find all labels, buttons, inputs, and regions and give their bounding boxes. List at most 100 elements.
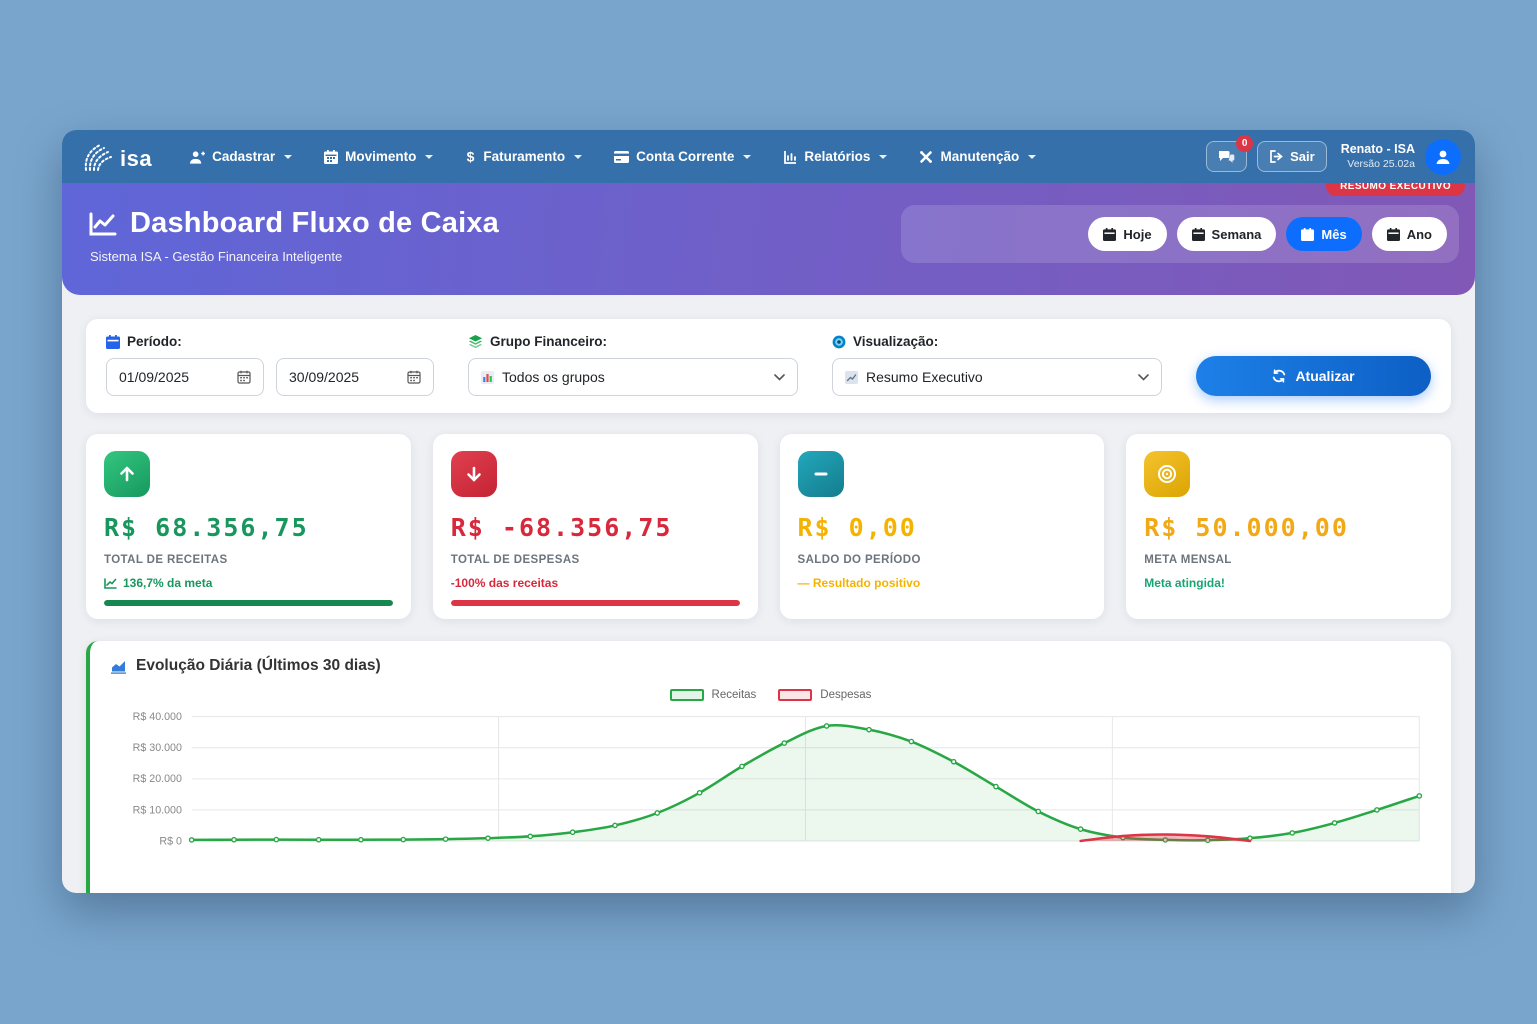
period-button-label: Ano xyxy=(1406,226,1432,242)
nav-item-manutencao[interactable]: Manutenção xyxy=(907,141,1048,172)
nav-item-label: Cadastrar xyxy=(212,149,276,164)
nav-item-faturamento[interactable]: $ Faturamento xyxy=(453,141,594,172)
navbar-right: 0 Sair Renato - ISA Versão 25.02a xyxy=(1206,135,1461,175)
nav-item-label: Conta Corrente xyxy=(636,149,735,164)
date-from-value: 01/09/2025 xyxy=(119,369,190,385)
progress-bar xyxy=(104,600,393,606)
date-to-value: 30/09/2025 xyxy=(289,369,360,385)
credit-card-icon xyxy=(614,150,630,163)
nav-item-relatorios[interactable]: Relatórios xyxy=(771,141,899,172)
chart-legend: Receitas Despesas xyxy=(110,689,1431,701)
stat-value: R$ -68.356,75 xyxy=(450,513,673,542)
dollar-icon: $ xyxy=(467,149,475,164)
period-button-label: Mês xyxy=(1321,226,1347,242)
legend-label: Despesas xyxy=(820,689,872,701)
stat-card-saldo: R$ 0,00 SALDO DO PERÍODO — Resultado pos… xyxy=(779,434,1105,619)
progress-bar xyxy=(450,600,740,606)
line-chart-icon xyxy=(89,212,117,235)
date-from-input[interactable]: 01/09/2025 xyxy=(106,358,264,396)
stat-status: 136,7% da meta xyxy=(104,576,393,590)
period-button-hoje[interactable]: Hoje xyxy=(1088,217,1167,251)
date-to-input[interactable]: 30/09/2025 xyxy=(276,358,434,396)
person-icon xyxy=(1436,150,1450,164)
chart-title-row: Evolução Diária (Últimos 30 dias) xyxy=(110,657,1431,675)
bar-chart-icon xyxy=(481,370,494,384)
minus-icon xyxy=(797,451,844,497)
chevron-down-icon xyxy=(879,154,888,159)
nav-item-movimento[interactable]: Movimento xyxy=(312,141,445,172)
calendar-icon xyxy=(1301,227,1315,241)
calendar-picker-icon xyxy=(407,370,421,384)
bullseye-icon xyxy=(832,335,846,348)
legend-swatch-receitas xyxy=(669,689,704,701)
user-name: Renato - ISA xyxy=(1340,142,1415,157)
refresh-button[interactable]: Atualizar xyxy=(1196,356,1431,396)
stat-status: — Resultado positivo xyxy=(797,576,921,590)
app-window: isa Cadastrar Movimento $ Faturamento Co… xyxy=(62,130,1475,893)
view-select-value: Resumo Executivo xyxy=(866,369,983,385)
nav-item-label: Movimento xyxy=(345,149,417,164)
calendar-picker-icon xyxy=(237,370,251,384)
nav-item-label: Manutenção xyxy=(940,149,1020,164)
view-select[interactable]: Resumo Executivo xyxy=(832,358,1162,396)
nav-item-cadastrar[interactable]: Cadastrar xyxy=(178,141,304,172)
chevron-down-icon xyxy=(774,373,785,381)
report-chart-icon xyxy=(784,150,797,164)
period-button-ano[interactable]: Ano xyxy=(1371,217,1447,251)
nav-item-label: Faturamento xyxy=(483,149,566,164)
page-subtitle: Sistema ISA - Gestão Financeira Intelige… xyxy=(90,249,343,264)
target-icon xyxy=(1144,451,1191,497)
nav-item-conta-corrente[interactable]: Conta Corrente xyxy=(602,141,763,172)
period-toolbar: Hoje Semana Mês Ano xyxy=(901,205,1459,263)
legend-label: Receitas xyxy=(711,689,757,701)
logout-button[interactable]: Sair xyxy=(1257,141,1327,172)
chart-title: Evolução Diária (Últimos 30 dias) xyxy=(136,657,381,674)
stats-row: R$ 68.356,75 TOTAL DE RECEITAS 136,7% da… xyxy=(86,434,1451,619)
daily-evolution-chart-card: Evolução Diária (Últimos 30 dias) Receit… xyxy=(86,641,1451,893)
legend-item-despesas[interactable]: Despesas xyxy=(778,689,871,701)
tools-icon xyxy=(920,150,933,163)
calendar-icon xyxy=(1191,227,1205,241)
group-select-value: Todos os grupos xyxy=(502,369,605,385)
legend-item-receitas[interactable]: Receitas xyxy=(669,689,757,701)
nav-item-label: Relatórios xyxy=(804,149,871,164)
messages-button[interactable]: 0 xyxy=(1206,135,1254,172)
group-label: Grupo Financeiro: xyxy=(490,334,608,349)
stat-label: TOTAL DE DESPESAS xyxy=(450,554,580,566)
svg-text:R$ 0: R$ 0 xyxy=(159,835,182,847)
line-chart-canvas[interactable]: R$ 40.000 R$ 30.000 R$ 20.000 R$ 10.000 R$ 0 xyxy=(110,705,1431,851)
logo[interactable]: isa xyxy=(80,141,152,173)
chat-icon xyxy=(1219,150,1235,163)
avatar[interactable] xyxy=(1425,138,1461,175)
period-button-semana[interactable]: Semana xyxy=(1176,217,1277,251)
stat-value: R$ 0,00 xyxy=(797,513,917,542)
logout-label: Sair xyxy=(1290,149,1315,164)
svg-text:R$ 30.000: R$ 30.000 xyxy=(133,742,182,754)
stat-label: TOTAL DE RECEITAS xyxy=(104,554,228,566)
filter-visualizacao: Visualização: Resumo Executivo xyxy=(832,334,1162,396)
trend-chart-icon xyxy=(845,370,858,384)
filters-card: Período: 01/09/2025 30/09/2025 Gru xyxy=(86,319,1451,413)
period-button-label: Hoje xyxy=(1123,226,1152,242)
app-version: Versão 25.02a xyxy=(1347,157,1415,170)
calendar-icon xyxy=(106,334,120,349)
group-select[interactable]: Todos os grupos xyxy=(468,358,798,396)
view-label: Visualização: xyxy=(853,334,939,349)
stat-card-meta: R$ 50.000,00 META MENSAL Meta atingida! xyxy=(1126,434,1451,619)
stat-card-despesas: R$ -68.356,75 TOTAL DE DESPESAS -100% da… xyxy=(432,434,758,619)
stat-value: R$ 68.356,75 xyxy=(104,513,309,542)
chevron-down-icon xyxy=(425,154,434,159)
person-plus-icon xyxy=(190,150,206,164)
calendar-icon xyxy=(1386,227,1400,241)
mini-chart-icon xyxy=(104,577,117,589)
page-title: Dashboard Fluxo de Caixa xyxy=(130,207,499,239)
svg-text:R$ 20.000: R$ 20.000 xyxy=(133,773,182,785)
messages-count-badge: 0 xyxy=(1236,135,1254,152)
period-button-mes[interactable]: Mês xyxy=(1286,217,1362,251)
page-header: RESUMO EXECUTIVO Dashboard Fluxo de Caix… xyxy=(62,176,1475,295)
svg-text:R$ 10.000: R$ 10.000 xyxy=(133,804,182,816)
refresh-label: Atualizar xyxy=(1295,368,1355,384)
legend-swatch-despesas xyxy=(778,689,813,701)
chevron-down-icon xyxy=(1138,373,1149,381)
chevron-down-icon xyxy=(1028,154,1037,159)
